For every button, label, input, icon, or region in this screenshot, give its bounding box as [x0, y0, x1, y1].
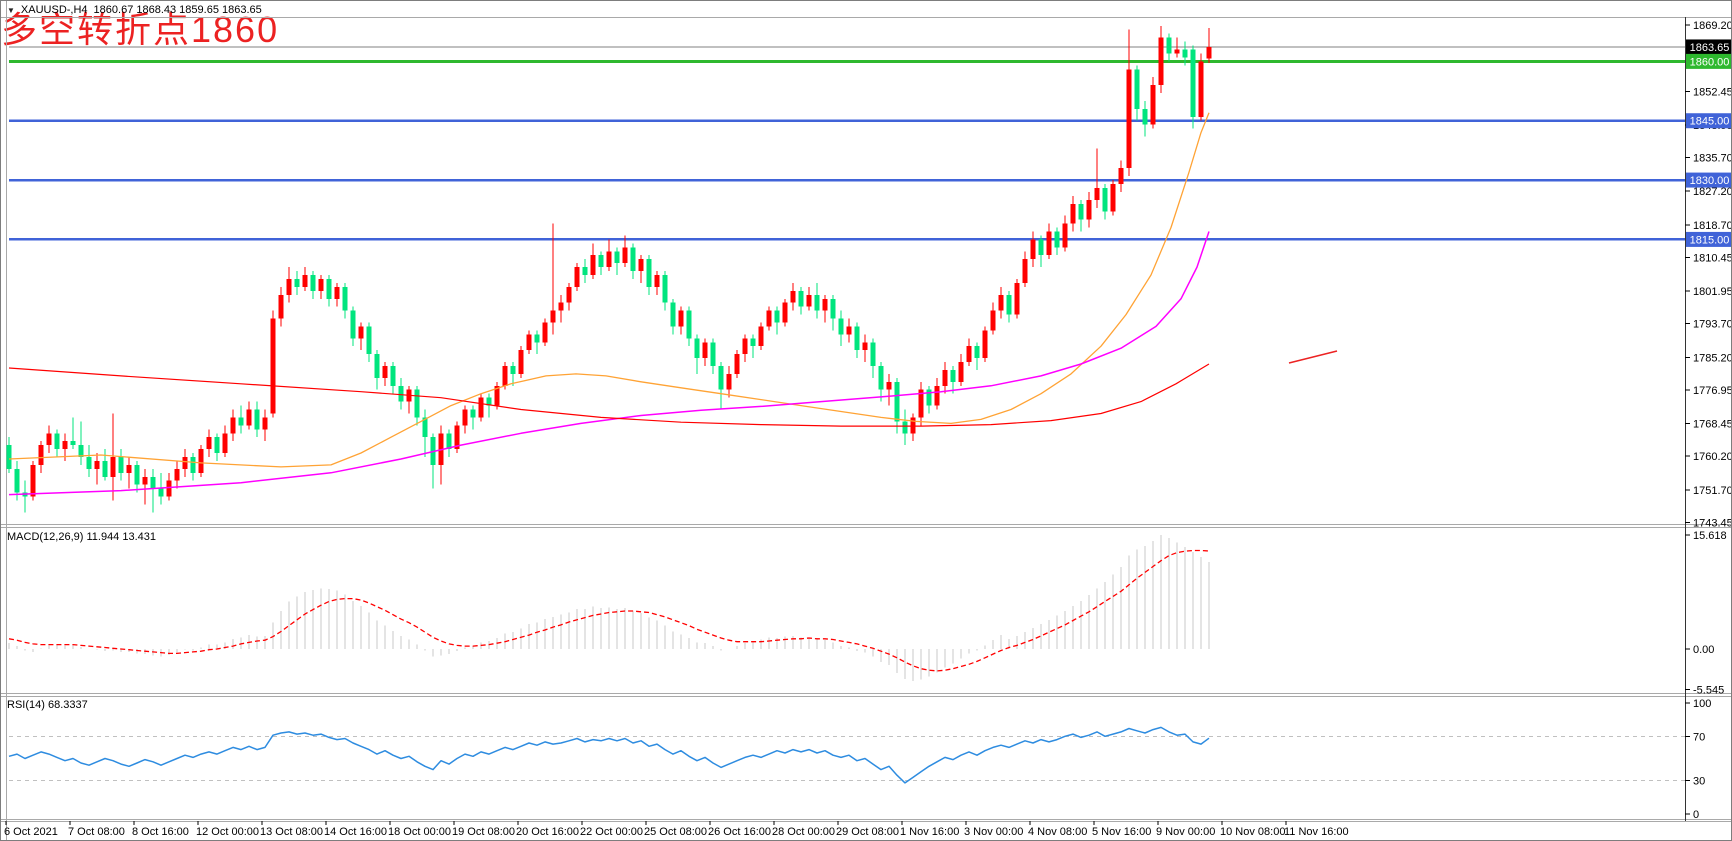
text-annotation: 多空转折点1860 — [1, 9, 280, 50]
window-left-frame — [6, 1, 7, 840]
svg-text:5 Nov 16:00: 5 Nov 16:00 — [1092, 826, 1151, 838]
svg-text:1801.95: 1801.95 — [1693, 286, 1732, 298]
svg-text:1 Nov 16:00: 1 Nov 16:00 — [900, 826, 959, 838]
svg-text:1810.45: 1810.45 — [1693, 252, 1732, 264]
svg-text:9 Nov 00:00: 9 Nov 00:00 — [1156, 826, 1215, 838]
macd-signal-line — [8, 549, 1210, 672]
svg-text:20 Oct 16:00: 20 Oct 16:00 — [516, 826, 579, 838]
macd-histogram — [8, 535, 1210, 682]
price-axis: 1869.201852.451843.951835.701827.201818.… — [1685, 20, 1732, 821]
svg-text:-5.545: -5.545 — [1693, 684, 1724, 696]
svg-text:1768.45: 1768.45 — [1693, 419, 1732, 431]
svg-text:1827.20: 1827.20 — [1693, 186, 1732, 198]
rsi-indicator-label: RSI(14) 68.3337 — [7, 699, 88, 711]
symbol-timeframe-label: XAUUSD-,H4 — [20, 4, 88, 16]
svg-text:18 Oct 00:00: 18 Oct 00:00 — [388, 826, 451, 838]
svg-text:1869.20: 1869.20 — [1693, 20, 1732, 32]
svg-text:22 Oct 00:00: 22 Oct 00:00 — [580, 826, 643, 838]
svg-text:7 Oct 08:00: 7 Oct 08:00 — [68, 826, 125, 838]
svg-text:1760.20: 1760.20 — [1693, 451, 1732, 463]
svg-text:1830.00: 1830.00 — [1690, 175, 1730, 187]
svg-text:29 Oct 08:00: 29 Oct 08:00 — [836, 826, 899, 838]
svg-text:1785.20: 1785.20 — [1693, 352, 1732, 364]
macd-indicator-label: MACD(12,26,9) 11.944 13.431 — [7, 531, 156, 543]
svg-text:6 Oct 2021: 6 Oct 2021 — [4, 826, 58, 838]
ma-fast-orange-line — [8, 112, 1210, 468]
candlestick-series — [6, 25, 1212, 513]
svg-text:1845.00: 1845.00 — [1690, 116, 1730, 128]
svg-text:1852.45: 1852.45 — [1693, 86, 1732, 98]
svg-text:10 Nov 08:00: 10 Nov 08:00 — [1220, 826, 1285, 838]
svg-text:1860.00: 1860.00 — [1690, 56, 1730, 68]
ma-medium-magenta-line — [8, 231, 1210, 496]
svg-text:8 Oct 16:00: 8 Oct 16:00 — [132, 826, 189, 838]
svg-text:1818.70: 1818.70 — [1693, 220, 1732, 232]
svg-text:3 Nov 00:00: 3 Nov 00:00 — [964, 826, 1023, 838]
svg-text:14 Oct 16:00: 14 Oct 16:00 — [324, 826, 387, 838]
date-axis: 6 Oct 2021 7 Oct 08:00 8 Oct 16:00 12 Oct 0… — [4, 821, 1349, 838]
price-badges: 1863.65 1860.00 1845.00 1830.00 1815.00 — [1686, 39, 1731, 247]
svg-text:1776.95: 1776.95 — [1693, 385, 1732, 397]
collapse-ohlc-icon[interactable]: ▼ — [7, 5, 15, 15]
svg-text:30: 30 — [1693, 776, 1705, 788]
svg-text:1793.70: 1793.70 — [1693, 319, 1732, 331]
svg-text:0: 0 — [1693, 809, 1699, 821]
panel-separators — [1, 17, 1731, 822]
svg-text:19 Oct 08:00: 19 Oct 08:00 — [452, 826, 515, 838]
ohlc-values: 1860.67 1868.43 1859.65 1863.65 — [93, 4, 262, 16]
rsi-line — [8, 726, 1210, 784]
svg-text:1815.00: 1815.00 — [1690, 234, 1730, 246]
svg-text:4 Nov 08:00: 4 Nov 08:00 — [1028, 826, 1087, 838]
rsi-level-lines — [9, 735, 1685, 782]
svg-text:26 Oct 16:00: 26 Oct 16:00 — [708, 826, 771, 838]
svg-text:100: 100 — [1693, 698, 1711, 710]
svg-text:1743.45: 1743.45 — [1693, 517, 1732, 529]
svg-text:1751.70: 1751.70 — [1693, 485, 1732, 497]
ma-slow-red-line — [8, 363, 1210, 427]
svg-text:12 Oct 00:00: 12 Oct 00:00 — [196, 826, 259, 838]
price-hlines — [9, 46, 1685, 241]
svg-text:11 Nov 16:00: 11 Nov 16:00 — [1284, 826, 1349, 838]
svg-text:13 Oct 08:00: 13 Oct 08:00 — [260, 826, 323, 838]
svg-text:0.00: 0.00 — [1693, 644, 1714, 656]
chart-title-bar: ▼ XAUUSD-,H4 1860.67 1868.43 1859.65 186… — [7, 4, 262, 16]
annotation-underline — [1288, 350, 1338, 364]
svg-text:70: 70 — [1693, 731, 1705, 743]
svg-text:1835.70: 1835.70 — [1693, 153, 1732, 165]
svg-text:15.618: 15.618 — [1693, 530, 1727, 542]
svg-text:28 Oct 00:00: 28 Oct 00:00 — [772, 826, 835, 838]
svg-text:25 Oct 08:00: 25 Oct 08:00 — [644, 826, 707, 838]
svg-text:1863.65: 1863.65 — [1690, 42, 1730, 54]
